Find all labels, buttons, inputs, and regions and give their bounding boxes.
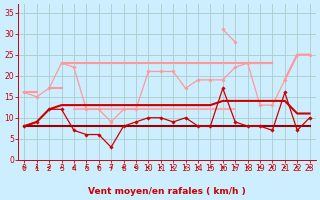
X-axis label: Vent moyen/en rafales ( km/h ): Vent moyen/en rafales ( km/h ) xyxy=(88,187,246,196)
